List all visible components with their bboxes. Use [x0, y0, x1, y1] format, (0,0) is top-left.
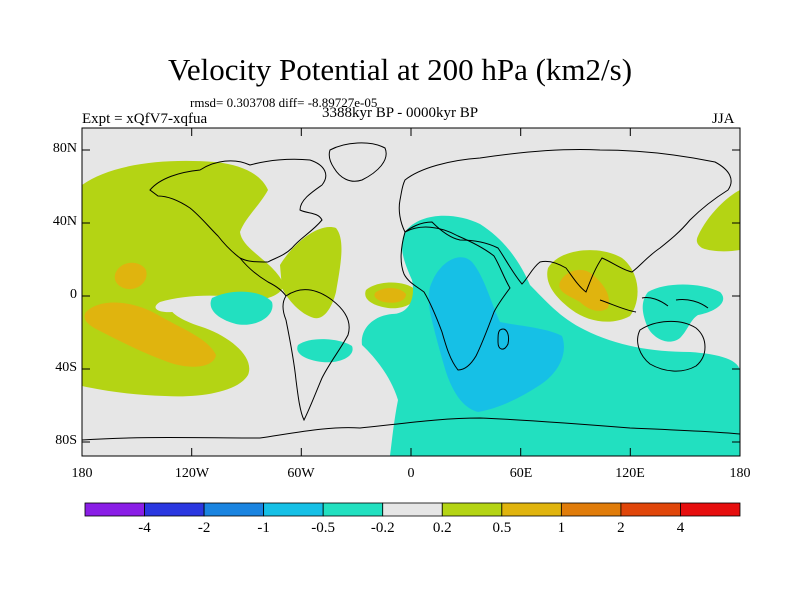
- colorbar-swatch: [84, 502, 145, 517]
- coast-indonesia: [599, 297, 709, 313]
- coastlines: [82, 142, 740, 441]
- x-tick-label: 120W: [174, 466, 210, 481]
- colorbar-swatch: [501, 502, 562, 517]
- coast-antarctica: [82, 417, 740, 441]
- contour-pacific-orange-b: [84, 302, 216, 367]
- coast-africa: [400, 226, 511, 371]
- colorbar-label: -0.5: [311, 520, 336, 536]
- plot-title: Velocity Potential at 200 hPa (km2/s): [167, 52, 633, 87]
- coast-greenland: [328, 142, 387, 182]
- x-tick-label: 120E: [615, 466, 645, 481]
- y-tick-label: 0: [70, 287, 77, 302]
- season-label: JJA: [712, 111, 735, 127]
- y-tick-label: 40S: [55, 360, 77, 375]
- y-tick-label: 40N: [52, 214, 77, 229]
- colorbar: [84, 502, 741, 517]
- colorbar-swatch: [144, 502, 205, 517]
- x-tick-label: 180: [71, 466, 93, 481]
- contour-epac-negative: [210, 291, 273, 325]
- coast-madagascar: [497, 328, 509, 350]
- colorbar-swatch: [382, 502, 443, 517]
- coast-central-america: [239, 257, 287, 297]
- colorbar-swatch: [680, 502, 741, 517]
- contour-wpac-negative: [642, 284, 724, 342]
- x-tick-label: 180: [729, 466, 751, 481]
- stats-text: rmsd= 0.303708 diff= -8.89727e-05: [190, 95, 378, 110]
- colorbar-swatch: [263, 502, 324, 517]
- coast-australia: [637, 321, 706, 372]
- period-label: 3388kyr BP - 0000kyr BP: [322, 105, 479, 121]
- contour-africa-core: [428, 257, 564, 412]
- coast-south-america: [282, 289, 350, 422]
- x-tick-label: 60W: [287, 466, 315, 481]
- x-tick-label: 0: [407, 466, 415, 481]
- coast-north-america: [149, 158, 327, 263]
- colorbar-label: -2: [197, 520, 211, 536]
- colorbar-label: 4: [676, 520, 685, 536]
- colorbar-swatch: [620, 502, 681, 517]
- contour-samerica-negative: [297, 339, 353, 363]
- contour-tropatl-orange: [374, 288, 406, 303]
- contour-fields: [82, 160, 740, 456]
- colorbar-swatch: [203, 502, 265, 517]
- axis-ticks: [82, 128, 740, 456]
- colorbar-swatch: [560, 502, 622, 517]
- colorbar-swatch: [441, 502, 503, 517]
- y-tick-label: 80N: [52, 141, 77, 156]
- colorbar-label: -1: [257, 520, 270, 536]
- colorbar-swatch: [322, 502, 384, 517]
- experiment-label: Expt = xQfV7-xqfua: [82, 111, 208, 127]
- contour-pacific-orange-a: [114, 262, 147, 290]
- colorbar-label: 2: [617, 520, 625, 536]
- contour-nepac-positive: [696, 190, 740, 252]
- coast-eurasia: [398, 148, 732, 293]
- colorbar-label: 0.2: [432, 520, 452, 536]
- colorbar-label: 0.5: [492, 520, 512, 536]
- colorbar-label: -0.2: [370, 520, 395, 536]
- y-tick-label: 80S: [55, 433, 77, 448]
- colorbar-label: 1: [557, 520, 566, 536]
- x-tick-label: 60E: [509, 466, 533, 481]
- colorbar-label: -4: [138, 520, 151, 536]
